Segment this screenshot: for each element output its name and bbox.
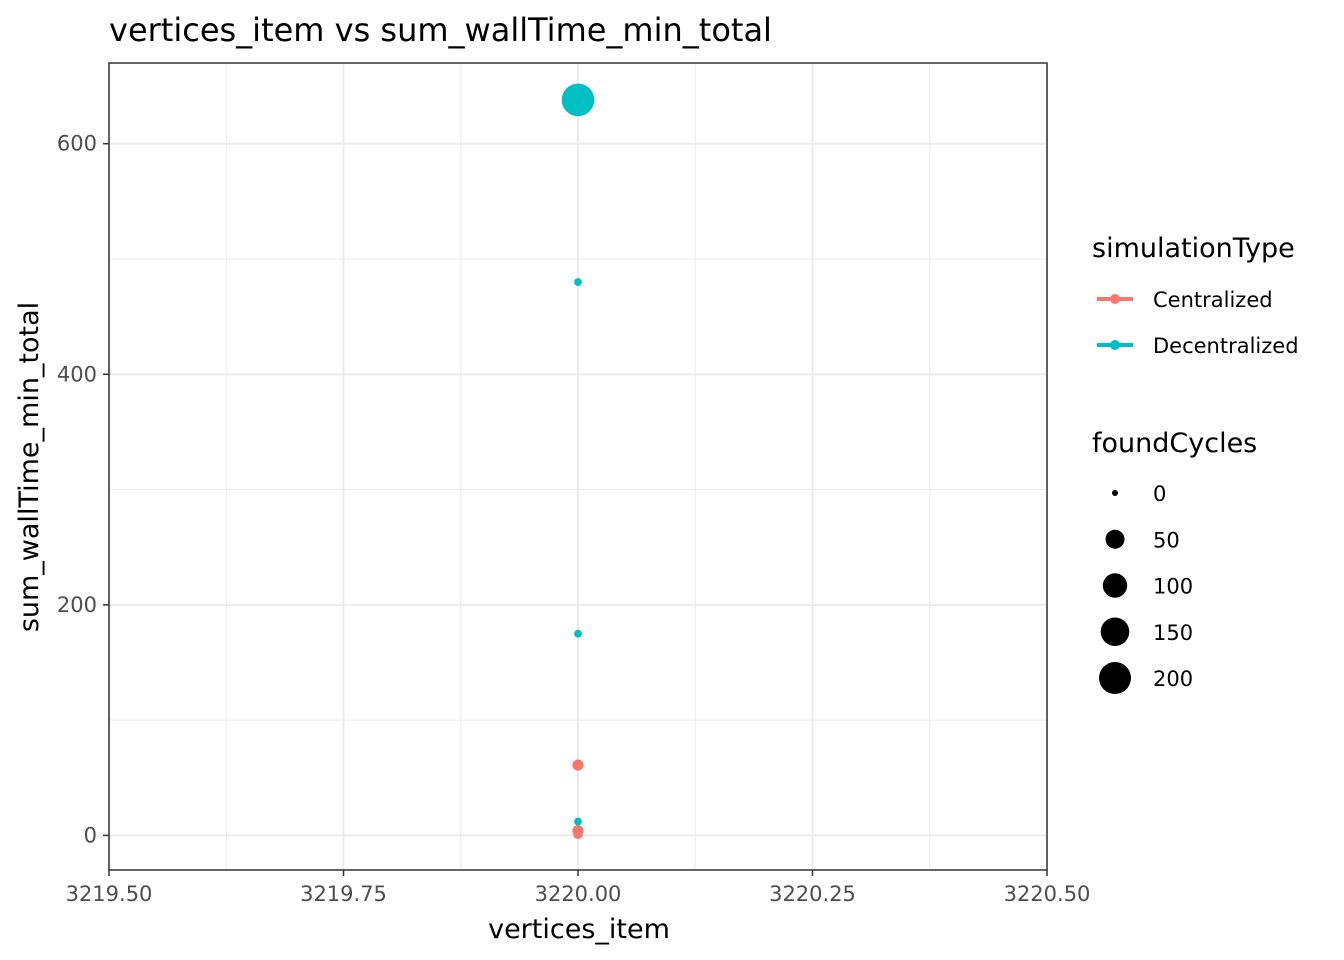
data-point-decentralized <box>561 83 595 117</box>
y-tick-label: 600 <box>57 132 97 156</box>
x-axis-title: vertices_item <box>488 914 670 945</box>
x-tick-label: 3220.25 <box>769 882 856 906</box>
legend-label-centralized: Centralized <box>1153 288 1273 312</box>
size-legend-key <box>1102 573 1128 598</box>
size-legend-key <box>1105 529 1125 549</box>
data-point-centralized <box>572 759 584 771</box>
size-legend-label: 150 <box>1153 621 1193 645</box>
data-point-decentralized <box>574 817 582 826</box>
legend: simulationType CentralizedDecentralized … <box>1092 233 1299 694</box>
x-tick-label: 3219.50 <box>66 882 153 906</box>
size-legend-title: foundCycles <box>1092 428 1257 459</box>
size-legend-entries: 0 50 100 150 200 <box>1099 482 1193 694</box>
chart-title: vertices_item vs sum_wallTime_min_total <box>109 11 772 49</box>
size-legend-key <box>1100 617 1130 647</box>
y-tick-label: 400 <box>57 362 97 386</box>
x-tick-label: 3220.00 <box>535 882 622 906</box>
y-tick-label: 200 <box>57 593 97 617</box>
legend-key-point <box>1110 294 1120 304</box>
x-tick-label: 3220.50 <box>1004 882 1091 906</box>
size-legend-label: 50 <box>1153 528 1180 552</box>
y-tick-label: 0 <box>84 823 97 847</box>
size-legend-key <box>1099 662 1131 694</box>
data-point-decentralized <box>574 629 582 638</box>
size-legend-label: 100 <box>1153 575 1193 599</box>
size-legend-key <box>1112 490 1118 496</box>
legend-label-decentralized: Decentralized <box>1153 334 1299 358</box>
data-points <box>561 83 595 840</box>
color-legend-title: simulationType <box>1092 233 1295 264</box>
axes: 3219.50 3219.75 3220.00 3220.25 3220.50 0 200 4… <box>57 132 1091 906</box>
color-legend-entries: Centralized Decentralized <box>1097 288 1299 358</box>
x-tick-label: 3219.75 <box>300 882 387 906</box>
y-axis-title: sum_wallTime_min_total <box>14 302 45 632</box>
legend-key-point <box>1110 340 1120 350</box>
size-legend-label: 0 <box>1153 482 1166 506</box>
data-point-decentralized <box>574 278 582 286</box>
size-legend-label: 200 <box>1153 667 1193 691</box>
data-point-centralized <box>573 829 583 840</box>
